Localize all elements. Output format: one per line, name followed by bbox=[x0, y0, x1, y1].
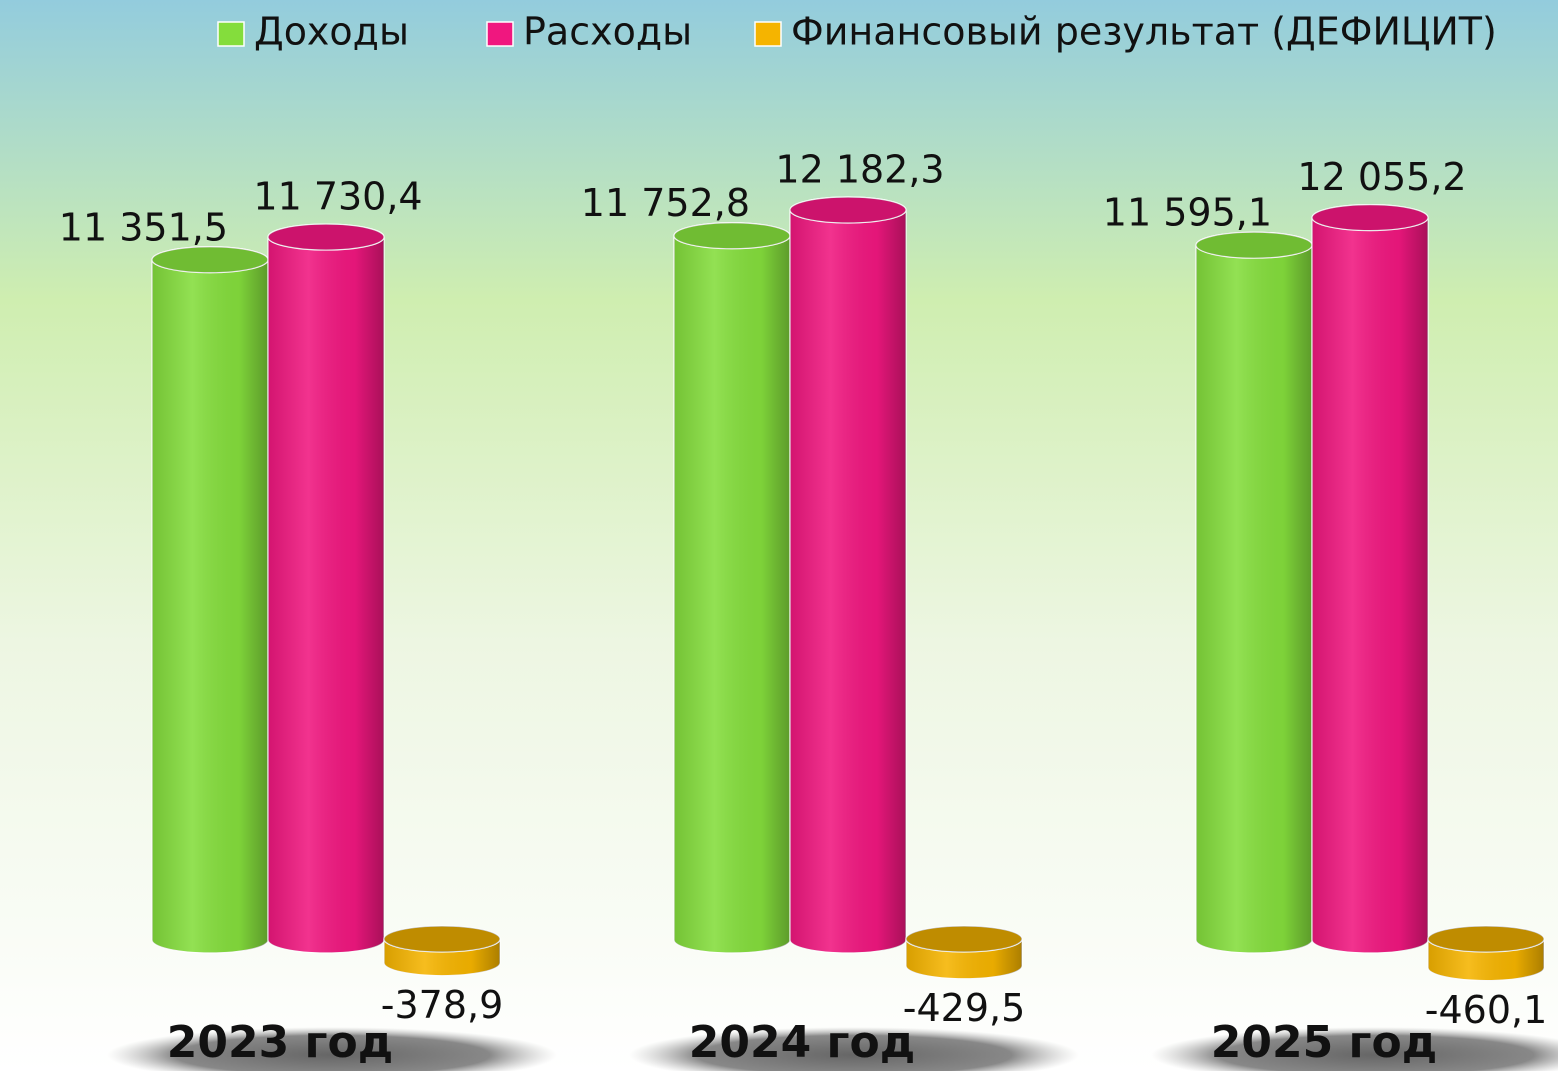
value-label: 11 730,4 bbox=[253, 175, 422, 219]
bar-top-shade bbox=[1428, 926, 1544, 952]
bar-shading bbox=[790, 197, 906, 953]
bar-top bbox=[1427, 925, 1545, 953]
category-shadow bbox=[629, 1027, 1079, 1075]
legend-swatch bbox=[217, 21, 245, 47]
value-label: 11 595,1 bbox=[1103, 191, 1272, 235]
category-shadow bbox=[107, 1027, 557, 1075]
bar-top bbox=[905, 925, 1023, 953]
value-label: 12 182,3 bbox=[775, 148, 944, 192]
value-label: 11 351,5 bbox=[59, 205, 228, 249]
bar-top-shade bbox=[384, 926, 500, 952]
x-tick-label: 2025 год bbox=[1211, 1017, 1438, 1068]
x-tick-label: 2023 год bbox=[167, 1017, 394, 1068]
bar-shading bbox=[1196, 232, 1312, 954]
category-shadow bbox=[1151, 1027, 1558, 1075]
bar-top-shade bbox=[152, 246, 268, 273]
value-label: 11 752,8 bbox=[581, 181, 750, 225]
value-label: 12 055,2 bbox=[1297, 155, 1466, 199]
x-tick-label: 2024 год bbox=[689, 1017, 916, 1068]
bar-top bbox=[1311, 204, 1429, 232]
bar-top-shade bbox=[268, 224, 384, 251]
bar-top bbox=[383, 925, 501, 953]
bar-top-shade bbox=[674, 222, 790, 249]
value-label: -378,9 bbox=[381, 983, 504, 1027]
bar-top-shade bbox=[790, 197, 906, 223]
value-label: -460,1 bbox=[1425, 988, 1548, 1032]
legend-label: Доходы bbox=[254, 10, 409, 54]
bar-top-shade bbox=[1312, 204, 1428, 231]
legend-swatch bbox=[486, 21, 514, 47]
bar-top bbox=[789, 196, 907, 224]
bar-shading bbox=[152, 246, 268, 953]
bar-top-shade bbox=[906, 926, 1022, 952]
bar-shading bbox=[674, 222, 790, 953]
bar-top-shade bbox=[1196, 232, 1312, 259]
value-label: -429,5 bbox=[903, 986, 1026, 1030]
bar-shading bbox=[268, 224, 384, 953]
bar-top bbox=[267, 223, 385, 251]
legend-label: Расходы bbox=[523, 10, 692, 54]
legend-label: Финансовый результат (ДЕФИЦИТ) bbox=[791, 10, 1497, 54]
legend-swatch bbox=[754, 21, 782, 47]
bar-shading bbox=[1312, 204, 1428, 954]
